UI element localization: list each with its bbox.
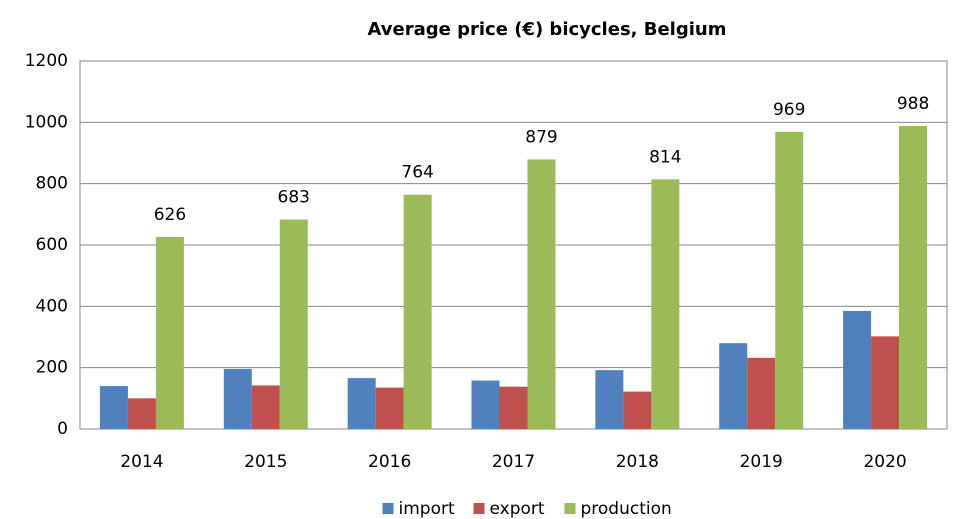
bar bbox=[471, 380, 500, 429]
x-tick-label: 2015 bbox=[244, 452, 287, 472]
x-tick-label: 2018 bbox=[616, 452, 659, 472]
data-label: 626 bbox=[154, 205, 186, 225]
chart-title: Average price (€) bicycles, Belgium bbox=[368, 19, 727, 40]
y-tick-label: 0 bbox=[57, 419, 68, 439]
bar bbox=[623, 391, 652, 429]
bar bbox=[99, 386, 128, 429]
y-tick-label: 1200 bbox=[25, 51, 68, 71]
bar bbox=[499, 386, 528, 429]
bar bbox=[527, 159, 556, 429]
bar bbox=[871, 336, 900, 429]
x-tick-label: 2014 bbox=[120, 452, 163, 472]
legend-label: import bbox=[399, 499, 455, 519]
bar bbox=[223, 368, 252, 429]
bar bbox=[251, 385, 280, 429]
y-tick-label: 600 bbox=[36, 235, 68, 255]
y-tick-label: 1000 bbox=[25, 112, 68, 132]
y-tick-label: 200 bbox=[36, 358, 68, 378]
data-label: 764 bbox=[401, 163, 433, 183]
legend-swatch bbox=[382, 503, 394, 514]
y-tick-label: 800 bbox=[36, 174, 68, 194]
x-tick-label: 2019 bbox=[740, 452, 783, 472]
data-label: 969 bbox=[773, 100, 805, 120]
bar bbox=[127, 398, 156, 429]
bar bbox=[347, 378, 376, 429]
data-label: 683 bbox=[278, 188, 310, 208]
data-label: 988 bbox=[897, 94, 929, 114]
bar bbox=[775, 131, 804, 429]
bar bbox=[279, 219, 308, 429]
data-label: 814 bbox=[649, 147, 681, 167]
bar bbox=[747, 357, 776, 429]
legend-swatch bbox=[473, 503, 485, 514]
legend-label: production bbox=[581, 499, 672, 519]
bar bbox=[843, 310, 872, 429]
bar bbox=[595, 370, 624, 429]
bar bbox=[899, 126, 928, 429]
y-tick-label: 400 bbox=[36, 296, 68, 316]
legend-label: export bbox=[490, 499, 545, 519]
bar bbox=[403, 194, 432, 429]
bar bbox=[651, 179, 680, 429]
legend-swatch bbox=[564, 503, 576, 514]
bar bbox=[375, 387, 404, 429]
x-tick-label: 2016 bbox=[368, 452, 411, 472]
x-tick-label: 2020 bbox=[863, 452, 906, 472]
bar bbox=[155, 237, 184, 429]
data-label: 879 bbox=[525, 127, 557, 147]
bar bbox=[719, 343, 748, 429]
x-tick-label: 2017 bbox=[492, 452, 535, 472]
